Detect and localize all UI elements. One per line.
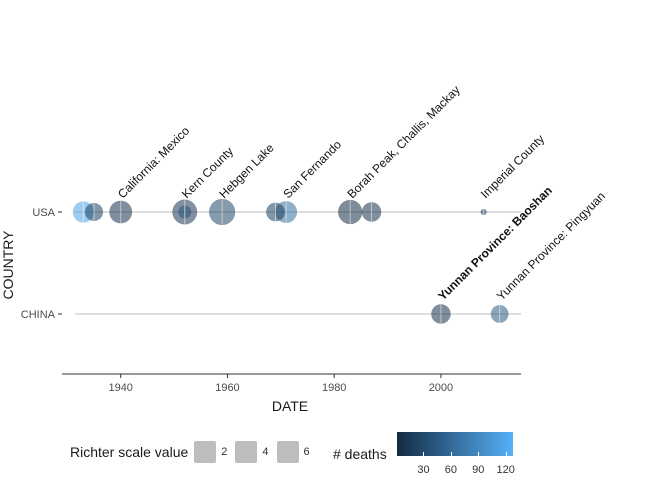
deaths-colorbar: 30 60 90 120 <box>397 432 515 476</box>
data-label: Borah Peak, Challis, Mackay <box>344 83 462 201</box>
legend-swatch <box>276 441 299 463</box>
richter-legend-title: Richter scale value <box>70 444 189 460</box>
richter-legend-key-4: 4 <box>235 441 269 463</box>
data-label: San Fernando <box>280 137 344 201</box>
x-tick-label: 1960 <box>215 382 239 394</box>
richter-legend-key-2: 2 <box>194 441 227 463</box>
data-points <box>72 198 509 324</box>
richter-legend-key-6: 6 <box>276 441 310 463</box>
colorbar-tick-label: 30 <box>417 464 430 476</box>
colorbar-tick-mark <box>478 452 480 458</box>
deaths-color-legend: # deaths 30 60 90 120 <box>333 430 533 476</box>
x-axis-title: DATE <box>272 398 308 414</box>
axes: CHINA USA 1940 1960 1980 2000 <box>21 207 521 394</box>
y-tick-label: USA <box>32 207 55 219</box>
x-tick-label: 1980 <box>322 382 346 394</box>
colorbar-tick-label: 90 <box>472 464 485 476</box>
x-tick-label: 2000 <box>429 382 453 394</box>
legend-key-label: 6 <box>303 446 310 458</box>
legend-key-label: 2 <box>221 446 228 458</box>
colorbar-tick-mark <box>450 452 452 458</box>
colorbar-tick-label: 120 <box>496 464 515 476</box>
category-gridlines <box>75 211 521 315</box>
colorbar-tick-label: 60 <box>444 464 457 476</box>
x-tick-label: 1940 <box>108 382 132 394</box>
legend-key-label: 4 <box>262 446 269 458</box>
colorbar-tick-mark <box>505 452 507 458</box>
legend-swatch <box>194 441 217 463</box>
legend-swatch <box>235 441 258 463</box>
colorbar-tick-mark <box>423 452 425 458</box>
y-axis-title: COUNTRY <box>0 230 16 300</box>
richter-size-legend: Richter scale value 2 4 6 <box>70 432 318 472</box>
deaths-legend-title: # deaths <box>333 446 387 462</box>
data-label: Yunnan Province: Pingyuan <box>494 189 608 303</box>
data-label: Yunnan Province: Baoshan <box>435 183 555 303</box>
y-tick-label: CHINA <box>21 309 56 321</box>
